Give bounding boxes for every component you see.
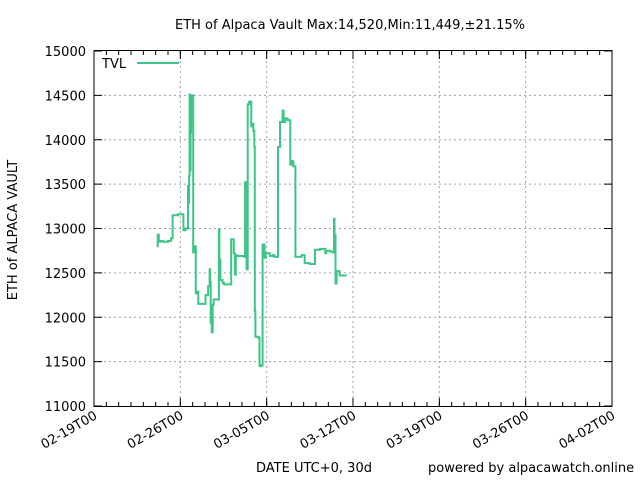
plot-border [93,50,613,407]
chart-title: ETH of Alpaca Vault Max:14,520,Min:11,44… [175,18,525,33]
x-tick-label: 02-26T00 [125,408,186,452]
legend-label-tvl: TVL [101,57,127,72]
y-tick-label: 11000 [45,400,86,415]
footer-credit: powered by alpacawatch.online [428,461,634,476]
y-tick-label: 14000 [45,134,86,149]
legend: TVL [101,57,179,72]
y-tick-label: 12000 [45,311,86,326]
x-tick-label: 04-02T00 [557,408,618,452]
y-tick-label: 13500 [45,178,86,193]
x-tick-label: 03-12T00 [298,408,359,452]
y-tick-label: 13000 [45,223,86,238]
x-axis-label: DATE UTC+0, 30d [256,461,372,476]
x-tick-label: 03-26T00 [470,408,531,452]
x-tick-label: 03-19T00 [384,408,445,452]
grid-lines [94,51,612,406]
x-tick-label: 03-05T00 [211,408,272,452]
series-line-tvl [156,93,347,368]
y-tick-label: 14500 [45,89,86,104]
y-tick-label: 15000 [45,45,86,60]
y-axis-ticks: 11000 11500 12000 12500 13000 13500 14000 14500… [45,45,612,415]
y-tick-label: 12500 [45,267,86,282]
x-tick-label: 02-19T00 [39,408,100,452]
y-axis-label: ETH of ALPACA VAULT [6,160,21,301]
x-axis-ticks: 02-19T00 02-26T00 03-05T00 03-12T00 03-19T00… [39,51,618,453]
y-tick-label: 11500 [45,356,86,371]
